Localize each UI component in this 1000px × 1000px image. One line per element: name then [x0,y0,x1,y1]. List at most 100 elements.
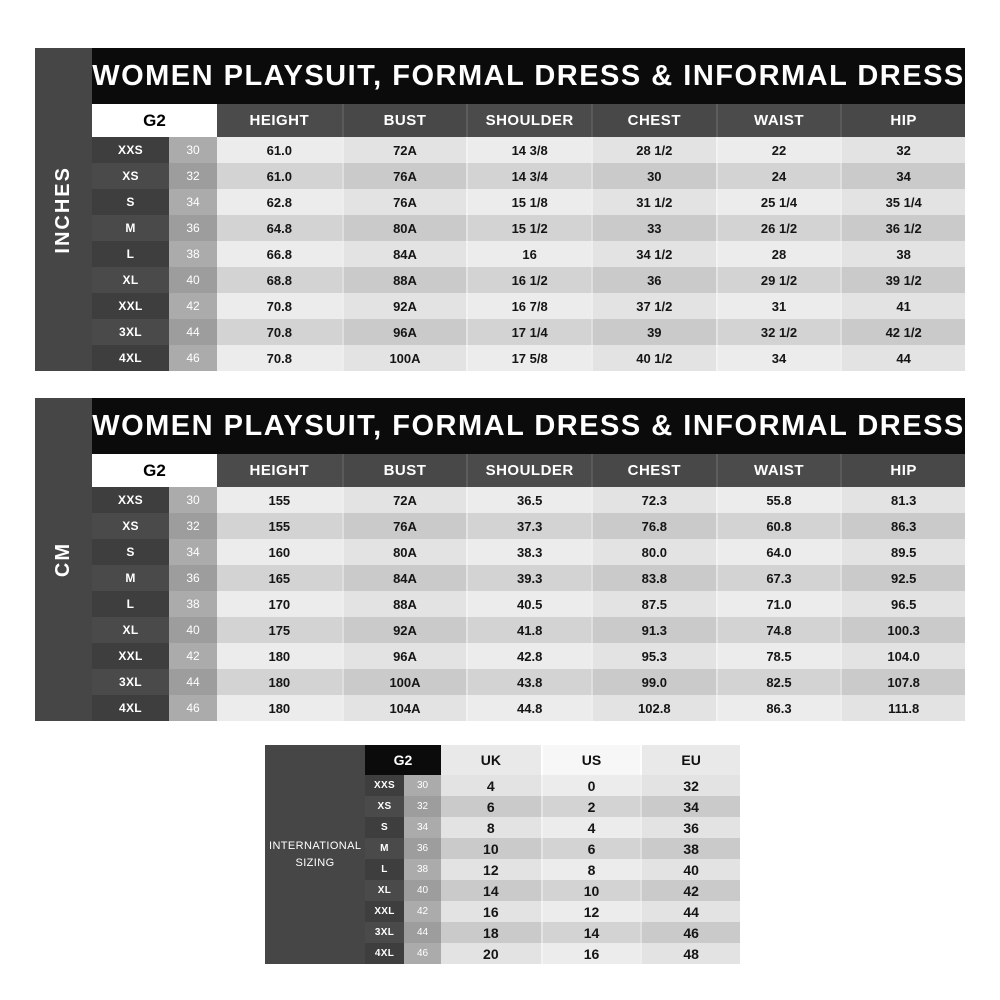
value-cell: 15 1/2 [466,215,591,241]
value-cell: 32 [640,775,740,796]
value-cell: 12 [540,901,641,922]
value-cell: 39 [590,319,716,345]
column-header-bust: BUST [341,454,467,487]
g2-size-cell: 36 [169,215,217,241]
value-cell: 84A [341,241,467,267]
value-cell: 72A [341,487,467,513]
value-cell: 80A [341,215,467,241]
value-cell: 6 [540,838,641,859]
table-row: XS 32 61.0 76A 14 3/4 30 24 34 [92,163,965,189]
size-cell: 4XL [92,695,169,721]
size-cell: XS [92,163,169,189]
g2-size-cell: 30 [169,487,217,513]
value-cell: 64.8 [217,215,342,241]
g2-size-cell: 34 [169,539,217,565]
cm-table-main: WOMEN PLAYSUIT, FORMAL DRESS & INFORMAL … [92,398,965,721]
column-header-eu: EU [640,745,740,775]
value-cell: 104A [341,695,467,721]
table-row: XL 40 68.8 88A 16 1/2 36 29 1/2 39 1/2 [92,267,965,293]
g2-size-cell: 42 [404,901,441,922]
value-cell: 96A [341,319,467,345]
table-row: L 38 170 88A 40.5 87.5 71.0 96.5 [92,591,965,617]
value-cell: 42.8 [466,643,591,669]
header-row: G2 UK US EU [365,745,740,775]
cm-table: CM WOMEN PLAYSUIT, FORMAL DRESS & INFORM… [35,398,965,721]
size-cell: 3XL [92,319,169,345]
value-cell: 26 1/2 [715,215,841,241]
size-cell: XXL [92,293,169,319]
g2-size-cell: 30 [404,775,441,796]
value-cell: 36 [640,817,740,838]
value-cell: 100A [341,669,467,695]
g2-size-cell: 36 [404,838,441,859]
unit-band-cm: CM [35,398,92,721]
value-cell: 68.8 [217,267,342,293]
table-row: 3XL 44 18 14 46 [365,922,740,943]
table-row: 3XL 44 70.8 96A 17 1/4 39 32 1/2 42 1/2 [92,319,965,345]
value-cell: 44 [840,345,965,371]
value-cell: 38 [640,838,740,859]
value-cell: 18 [441,922,541,943]
value-cell: 6 [441,796,541,817]
value-cell: 35 1/4 [840,189,965,215]
value-cell: 102.8 [590,695,716,721]
value-cell: 24 [715,163,841,189]
value-cell: 80.0 [590,539,716,565]
header-row: G2 HEIGHT BUST SHOULDER CHEST WAIST HIP [92,454,965,487]
value-cell: 16 1/2 [466,267,591,293]
size-cell: 3XL [92,669,169,695]
value-cell: 29 1/2 [715,267,841,293]
table-row: XL 40 14 10 42 [365,880,740,901]
table-row: XXS 30 155 72A 36.5 72.3 55.8 81.3 [92,487,965,513]
value-cell: 84A [341,565,467,591]
g2-size-cell: 46 [404,943,441,964]
table-row: 3XL 44 180 100A 43.8 99.0 82.5 107.8 [92,669,965,695]
table-row: M 36 165 84A 39.3 83.8 67.3 92.5 [92,565,965,591]
value-cell: 88A [341,591,467,617]
value-cell: 42 1/2 [840,319,965,345]
g2-size-cell: 46 [169,695,217,721]
value-cell: 180 [217,643,342,669]
table-row: S 34 62.8 76A 15 1/8 31 1/2 25 1/4 35 1/4 [92,189,965,215]
column-header-chest: CHEST [590,454,716,487]
g2-size-cell: 42 [169,643,217,669]
value-cell: 16 [441,901,541,922]
size-cell: XS [92,513,169,539]
value-cell: 76.8 [590,513,716,539]
value-cell: 41 [840,293,965,319]
header-row: G2 HEIGHT BUST SHOULDER CHEST WAIST HIP [92,104,965,137]
international-table-main: G2 UK US EU XXS 30 4 0 32 XS 32 6 2 34 S 34 8 4 36 M 36 10 6… [365,745,740,964]
size-cell: XXS [92,137,169,163]
value-cell: 60.8 [715,513,841,539]
column-header-hip: HIP [840,454,965,487]
value-cell: 0 [540,775,641,796]
unit-band-inches: INCHES [35,48,92,371]
size-cell: XL [92,617,169,643]
table-row: XL 40 175 92A 41.8 91.3 74.8 100.3 [92,617,965,643]
table-title: WOMEN PLAYSUIT, FORMAL DRESS & INFORMAL … [92,48,965,104]
g2-size-cell: 38 [404,859,441,880]
g2-size-cell: 36 [169,565,217,591]
international-sizing-table: INTERNATIONAL SIZING G2 UK US EU XXS 30 4 0 32… [265,745,740,964]
value-cell: 4 [540,817,641,838]
g2-size-cell: 46 [169,345,217,371]
table-row: XXL 42 16 12 44 [365,901,740,922]
value-cell: 36.5 [466,487,591,513]
column-header-uk: UK [441,745,541,775]
value-cell: 44.8 [466,695,591,721]
g2-size-cell: 44 [169,319,217,345]
g2-size-cell: 40 [404,880,441,901]
size-cell: XXL [92,643,169,669]
value-cell: 70.8 [217,345,342,371]
value-cell: 31 1/2 [590,189,716,215]
value-cell: 31 [715,293,841,319]
value-cell: 96A [341,643,467,669]
g2-size-cell: 32 [169,163,217,189]
value-cell: 2 [540,796,641,817]
column-header-chest: CHEST [590,104,716,137]
table-row: 4XL 46 180 104A 44.8 102.8 86.3 111.8 [92,695,965,721]
value-cell: 34 1/2 [590,241,716,267]
value-cell: 28 1/2 [590,137,716,163]
g2-size-cell: 44 [404,922,441,943]
value-cell: 8 [540,859,641,880]
